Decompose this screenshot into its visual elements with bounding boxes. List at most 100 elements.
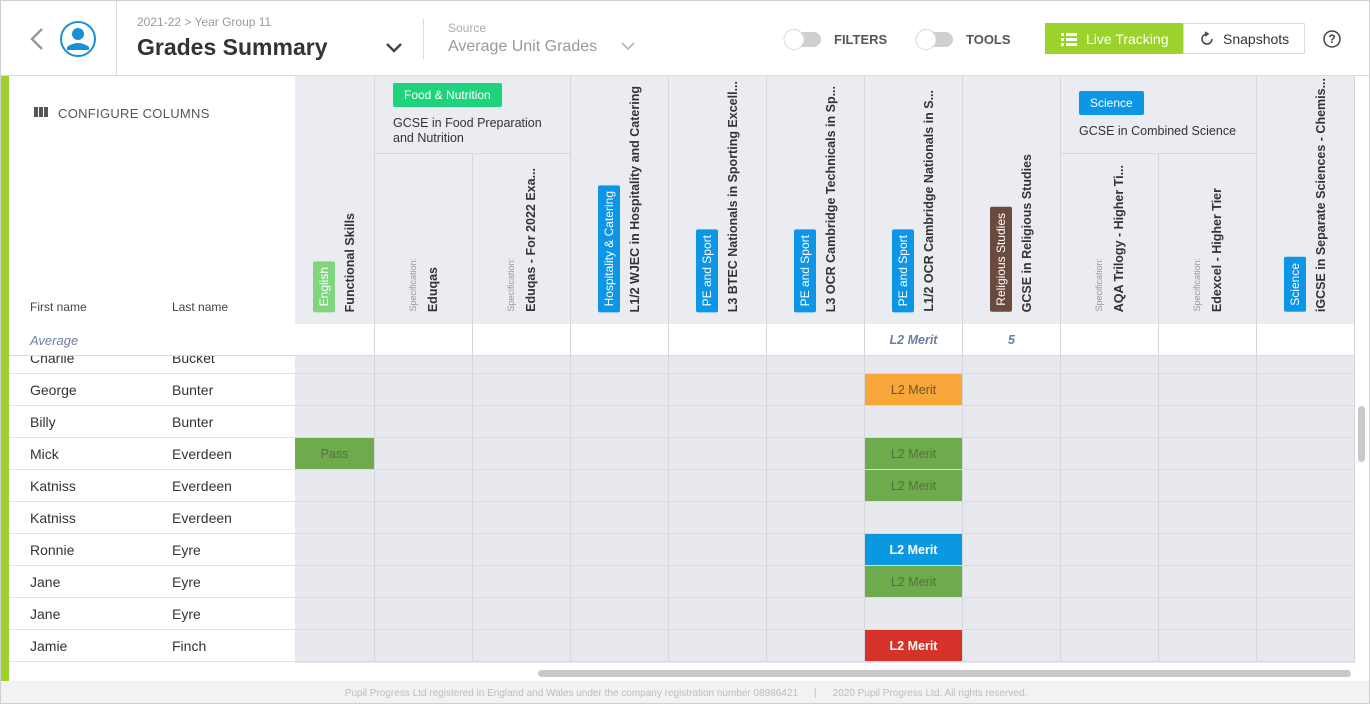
column-header[interactable]: Religious Studies GCSE in Religious Studi… (963, 76, 1061, 324)
grade-cell[interactable] (571, 630, 669, 662)
grade-cell[interactable] (375, 356, 473, 374)
last-name[interactable]: Eyre (172, 606, 201, 622)
subject-tag[interactable]: Science (1283, 257, 1306, 312)
grade-cell[interactable] (1061, 470, 1159, 502)
subject-tag[interactable]: English (312, 260, 335, 312)
grade-cell[interactable] (295, 356, 375, 374)
grade-cell[interactable]: L2 Merit (865, 438, 963, 470)
grade-cell[interactable]: L2 Merit (865, 470, 963, 502)
grade-cell[interactable] (669, 598, 767, 630)
last-name[interactable]: Everdeen (172, 510, 232, 526)
grade-cell[interactable] (865, 406, 963, 438)
grade-cell[interactable] (571, 356, 669, 374)
vertical-scrollbar[interactable] (1358, 406, 1365, 462)
grade-cell[interactable] (295, 502, 375, 534)
grade-cell[interactable] (1257, 438, 1355, 470)
first-name[interactable]: Katniss (30, 510, 76, 526)
grade-cell[interactable] (669, 470, 767, 502)
grade-cell[interactable] (1257, 534, 1355, 566)
grade-cell[interactable] (963, 534, 1061, 566)
grade-cell[interactable] (571, 470, 669, 502)
grade-cell[interactable] (767, 470, 865, 502)
last-name[interactable]: Bunter (172, 414, 214, 430)
snapshots-button[interactable] (1183, 23, 1305, 54)
grade-cell[interactable] (295, 630, 375, 662)
last-name[interactable]: Everdeen (172, 446, 232, 462)
grade-cell[interactable] (1061, 502, 1159, 534)
grade-cell[interactable] (571, 566, 669, 598)
grade-cell[interactable] (1159, 598, 1257, 630)
grade-cell[interactable] (375, 470, 473, 502)
tools-toggle[interactable] (914, 28, 956, 52)
first-name[interactable]: Charlie (30, 356, 75, 366)
avatar[interactable] (59, 20, 97, 58)
grade-cell[interactable]: L2 Merit (865, 566, 963, 598)
grade-cell[interactable] (295, 566, 375, 598)
grade-cell[interactable] (963, 374, 1061, 406)
help-label[interactable]: ? (1328, 32, 1336, 46)
grade-cell[interactable] (1061, 406, 1159, 438)
grade-cell[interactable] (963, 356, 1061, 374)
grade-cell[interactable] (1159, 374, 1257, 406)
grade-cell[interactable] (1061, 374, 1159, 406)
last-name[interactable]: Bunter (172, 382, 214, 398)
grade-cell[interactable]: L2 Merit (865, 630, 963, 662)
grade-cell[interactable] (865, 356, 963, 374)
grade-cell[interactable] (375, 566, 473, 598)
grade-cell[interactable] (1257, 470, 1355, 502)
grade-cell[interactable] (571, 374, 669, 406)
grade-cell[interactable] (767, 406, 865, 438)
grade-cell[interactable] (669, 502, 767, 534)
subject-tag[interactable]: PE and Sport (695, 228, 718, 312)
configure-columns[interactable]: CONFIGURE COLUMNS (58, 106, 210, 121)
column-header[interactable]: PE and Sport L3 OCR Cambridge Technicals … (767, 76, 865, 324)
grade-cell[interactable] (571, 598, 669, 630)
column-header[interactable]: Specification: Eduqas - For 2022 Exa... (473, 154, 571, 324)
first-name[interactable]: Mick (30, 446, 59, 462)
column-header[interactable]: PE and Sport L1/2 OCR Cambridge Nationals… (865, 76, 963, 324)
grade-cell[interactable]: Pass (295, 438, 375, 470)
grade-cell[interactable] (1159, 502, 1257, 534)
grade-cell[interactable] (1257, 502, 1355, 534)
grade-cell[interactable] (473, 438, 571, 470)
grade-cell[interactable] (473, 534, 571, 566)
grade-cell[interactable] (295, 406, 375, 438)
grade-cell[interactable] (473, 502, 571, 534)
grade-cell[interactable] (963, 630, 1061, 662)
column-header[interactable]: Specification: AQA Trilogy - Higher Ti... (1061, 154, 1159, 324)
grade-cell[interactable] (1061, 438, 1159, 470)
grade-cell[interactable] (295, 534, 375, 566)
grade-cell[interactable]: L2 Merit (865, 534, 963, 566)
column-header[interactable]: English Functional Skills (295, 76, 375, 324)
first-name[interactable]: Jamie (30, 638, 68, 654)
grade-cell[interactable] (1257, 598, 1355, 630)
grade-cell[interactable] (669, 534, 767, 566)
grade-cell[interactable] (295, 374, 375, 406)
grade-cell[interactable] (1257, 630, 1355, 662)
filters-label[interactable]: FILTERS (834, 32, 888, 47)
grade-cell[interactable] (375, 374, 473, 406)
subject-tag[interactable]: Religious Studies (989, 207, 1012, 312)
column-header[interactable]: Hospitality & Catering L1/2 WJEC in Hospi… (571, 76, 669, 324)
source-dropdown[interactable] (621, 41, 635, 51)
grade-cell[interactable] (767, 566, 865, 598)
first-name[interactable]: Ronnie (30, 542, 75, 558)
grade-cell[interactable] (669, 356, 767, 374)
grade-cell[interactable] (1159, 470, 1257, 502)
grade-cell[interactable] (1257, 406, 1355, 438)
subject-tag[interactable]: Hospitality & Catering (597, 184, 620, 312)
grade-cell[interactable] (669, 566, 767, 598)
first-name[interactable]: Billy (30, 414, 56, 430)
grade-cell[interactable] (1257, 356, 1355, 374)
grade-cell[interactable] (865, 598, 963, 630)
column-header[interactable]: Last name (172, 300, 229, 314)
live-tracking-label[interactable]: Live Tracking (1086, 31, 1169, 47)
grade-cell[interactable] (375, 630, 473, 662)
grade-cell[interactable] (375, 438, 473, 470)
grade-cell[interactable] (295, 470, 375, 502)
grade-cell[interactable] (1159, 566, 1257, 598)
grade-cell[interactable] (865, 502, 963, 534)
grade-cell[interactable] (375, 502, 473, 534)
grade-cell[interactable] (963, 406, 1061, 438)
grade-cell[interactable] (473, 630, 571, 662)
